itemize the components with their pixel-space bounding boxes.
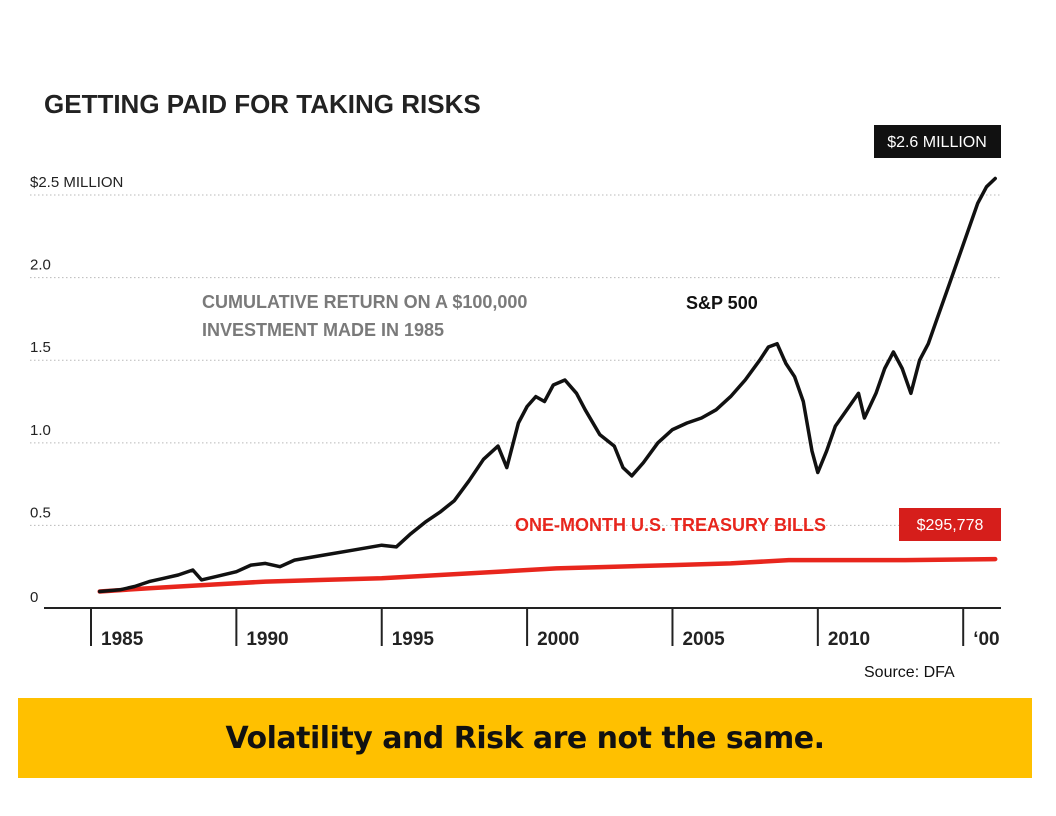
tbills-end-label: $295,778: [917, 517, 984, 534]
sp500-line: [97, 176, 997, 594]
y-tick-label: 2.0: [30, 257, 51, 274]
tbills-callout-box: [899, 508, 1001, 541]
x-tick-label: 2005: [682, 629, 725, 650]
tbills-line: [97, 556, 998, 594]
x-axis: 1985 1990 1995 2000 2005 2010 ‘00: [44, 607, 1001, 650]
chart-source: Source: DFA: [864, 664, 955, 681]
y-axis: 0 0.5 1.0 1.5 2.0 $2.5 MILLION: [30, 174, 123, 606]
y-tick-label: 0.5: [30, 504, 51, 521]
x-tick-label: ‘00: [973, 629, 999, 650]
sp500-callout-box: [874, 125, 1001, 158]
chart-subtitle-line-1: CUMULATIVE RETURN ON A $100,000: [202, 292, 527, 312]
x-tick-label: 2010: [828, 629, 870, 650]
x-tick-label: 1985: [101, 629, 144, 650]
sp500-series-label: S&P 500: [686, 293, 758, 313]
x-tick-label: 1990: [246, 629, 288, 650]
y-tick-label: 0: [30, 589, 38, 606]
x-tick-label: 2000: [537, 629, 579, 650]
y-tick-label: 1.0: [30, 422, 51, 439]
y-tick-label: 1.5: [30, 339, 51, 356]
chart-subtitle-line-2: INVESTMENT MADE IN 1985: [202, 320, 444, 340]
takeaway-banner: Volatility and Risk are not the same.: [18, 698, 1032, 778]
tbills-end-callout: $295,778: [899, 508, 1001, 541]
sp500-end-label: $2.6 MILLION: [887, 134, 987, 151]
chart-title: GETTING PAID FOR TAKING RISKS: [44, 89, 481, 119]
tbills-series-label: ONE-MONTH U.S. TREASURY BILLS: [515, 515, 826, 535]
series-lines: [97, 176, 998, 594]
sp500-end-callout: $2.6 MILLION: [874, 125, 1001, 158]
grid: [30, 194, 1001, 526]
banner-text: Volatility and Risk are not the same.: [225, 720, 825, 756]
y-tick-label: $2.5 MILLION: [30, 174, 123, 191]
x-tick-label: 1995: [392, 629, 435, 650]
